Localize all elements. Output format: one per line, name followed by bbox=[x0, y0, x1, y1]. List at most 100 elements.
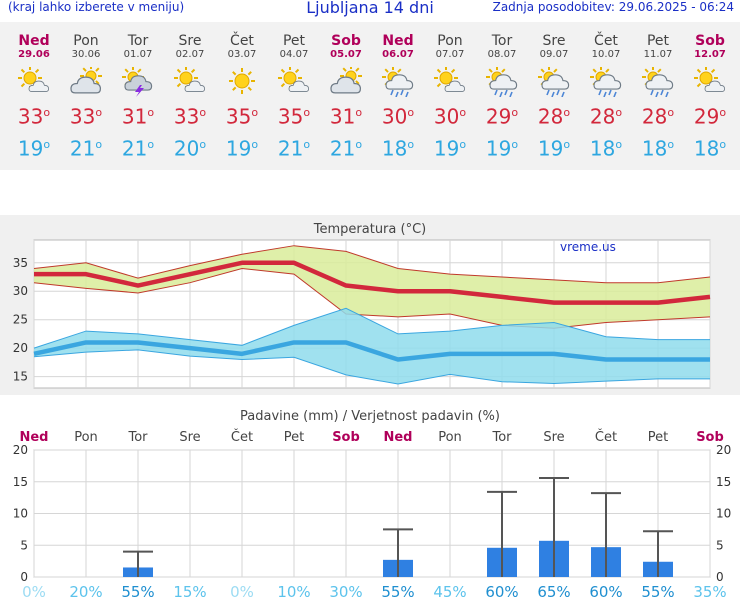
day-date: 05.07 bbox=[330, 49, 362, 60]
max-temp: 29o bbox=[693, 104, 727, 129]
max-temp: 33o bbox=[17, 104, 51, 129]
day-column: Ned 29.06 33o 19o bbox=[8, 34, 60, 160]
cloudy-sun-icon bbox=[70, 67, 102, 94]
max-temp-value: 29 bbox=[693, 104, 720, 129]
day-date: 29.06 bbox=[18, 49, 50, 60]
max-temp-value: 31 bbox=[121, 104, 148, 129]
min-temp: 21o bbox=[277, 136, 311, 161]
x-tick-label: Tor bbox=[491, 430, 512, 445]
x-tick-label: Sob bbox=[696, 430, 724, 445]
max-temp-value: 33 bbox=[69, 104, 96, 129]
precip-probability: 0% bbox=[22, 583, 46, 600]
min-temp-value: 18 bbox=[589, 136, 616, 161]
min-temp-value: 21 bbox=[69, 136, 96, 161]
day-date: 11.07 bbox=[643, 49, 673, 60]
min-temp: 18o bbox=[693, 136, 727, 161]
day-name: Sre bbox=[542, 33, 566, 49]
precip-probability: 30% bbox=[329, 583, 362, 600]
x-tick-label: Pon bbox=[74, 430, 98, 445]
max-temp: 35o bbox=[225, 104, 259, 129]
max-temp-value: 28 bbox=[589, 104, 616, 129]
day-name: Pon bbox=[437, 33, 463, 49]
x-tick-label: Ned bbox=[383, 430, 412, 445]
y-tick-label-left: 20 bbox=[13, 443, 28, 457]
day-column: Čet 03.07 35o 19o bbox=[216, 33, 268, 161]
day-date: 30.06 bbox=[71, 49, 101, 60]
y-tick-label-right: 15 bbox=[716, 475, 731, 489]
max-temp: 33o bbox=[173, 104, 207, 129]
x-tick-label: Sre bbox=[543, 430, 564, 445]
min-range-band-lower bbox=[33, 349, 710, 385]
min-temp: 21o bbox=[121, 136, 155, 161]
sun-icon bbox=[229, 68, 255, 94]
sun-cloud-icon bbox=[694, 67, 726, 93]
day-column: Tor 08.07 29o 19o bbox=[476, 34, 528, 161]
min-temp: 19o bbox=[225, 136, 259, 161]
min-temp-value: 19 bbox=[485, 136, 512, 161]
day-date: 02.07 bbox=[175, 49, 205, 60]
min-temp: 19o bbox=[485, 136, 519, 161]
day-date: 07.07 bbox=[435, 49, 465, 60]
x-tick-label: Pet bbox=[648, 430, 668, 445]
y-tick-label-right: 5 bbox=[716, 538, 724, 552]
day-name: Pet bbox=[282, 33, 306, 49]
day-name: Čet bbox=[230, 33, 254, 49]
y-tick-label-right: 10 bbox=[716, 507, 731, 521]
max-range-band-lower bbox=[33, 267, 711, 329]
max-temp: 33o bbox=[69, 104, 103, 129]
precip-probability: 45% bbox=[433, 583, 466, 600]
rain-icon bbox=[642, 67, 674, 97]
precipitation-chart: Padavine (mm) / Verjetnost padavin (%) Ne… bbox=[13, 409, 732, 600]
y-tick-label-left: 15 bbox=[13, 475, 28, 489]
x-tick-label: Ned bbox=[19, 430, 48, 445]
y-tick-label-left: 10 bbox=[13, 507, 28, 521]
rain-icon bbox=[538, 67, 570, 97]
precip-probability: 60% bbox=[485, 583, 518, 600]
min-temp: 21o bbox=[329, 136, 363, 161]
min-temp: 18o bbox=[589, 136, 623, 161]
day-date: 08.07 bbox=[487, 49, 517, 60]
min-temp: 21o bbox=[69, 136, 103, 161]
max-temp-value: 28 bbox=[641, 104, 668, 129]
rain-icon bbox=[486, 67, 518, 97]
y-tick-label-left: 5 bbox=[20, 538, 28, 552]
max-temp: 31o bbox=[121, 104, 155, 129]
max-temp-value: 35 bbox=[277, 104, 304, 129]
precip-probability: 55% bbox=[121, 583, 154, 600]
min-temp-value: 19 bbox=[433, 136, 460, 161]
x-tick-label: Čet bbox=[595, 429, 617, 445]
day-date: 06.07 bbox=[382, 49, 414, 60]
y-tick-label: 25 bbox=[13, 313, 28, 327]
max-temp: 29o bbox=[485, 104, 519, 129]
y-tick-label: 35 bbox=[13, 256, 28, 270]
temperature-chart: Temperatura (°C) 15 20 25 30 35 vreme.us bbox=[0, 215, 740, 395]
day-column: Pon 30.06 33o 21o bbox=[60, 33, 112, 161]
min-temp-line bbox=[33, 340, 710, 362]
min-temp-value: 21 bbox=[329, 136, 356, 161]
day-name: Tor bbox=[127, 33, 149, 49]
rain-icon bbox=[382, 67, 414, 97]
precip-probability: 55% bbox=[641, 583, 674, 600]
last-update: Zadnja posodobitev: 29.06.2025 - 06:24 bbox=[492, 0, 734, 14]
max-temp-line bbox=[34, 260, 711, 305]
max-temp: 28o bbox=[589, 104, 623, 129]
chart-title: Padavine (mm) / Verjetnost padavin (%) bbox=[240, 409, 500, 424]
x-tick-label: Tor bbox=[127, 430, 148, 445]
day-column: Sob 12.07 29o 18o bbox=[684, 34, 736, 161]
max-temp: 31o bbox=[329, 104, 363, 129]
y-tick-label: 15 bbox=[13, 370, 28, 384]
min-range-band-upper bbox=[33, 307, 710, 349]
day-date: 12.07 bbox=[694, 49, 726, 60]
min-temp: 18o bbox=[641, 136, 675, 161]
max-temp-value: 33 bbox=[173, 104, 200, 129]
min-temp-value: 18 bbox=[381, 136, 408, 161]
day-name: Ned bbox=[382, 33, 414, 49]
min-temp-value: 20 bbox=[173, 136, 200, 161]
day-column: Sre 09.07 28o 19o bbox=[528, 33, 580, 160]
min-temp-value: 19 bbox=[225, 136, 252, 161]
x-tick-label: Sre bbox=[179, 430, 200, 445]
day-name: Pon bbox=[73, 33, 99, 49]
rain-icon bbox=[590, 67, 622, 97]
precip-probability: 60% bbox=[589, 583, 622, 600]
min-temp-value: 21 bbox=[121, 136, 148, 161]
